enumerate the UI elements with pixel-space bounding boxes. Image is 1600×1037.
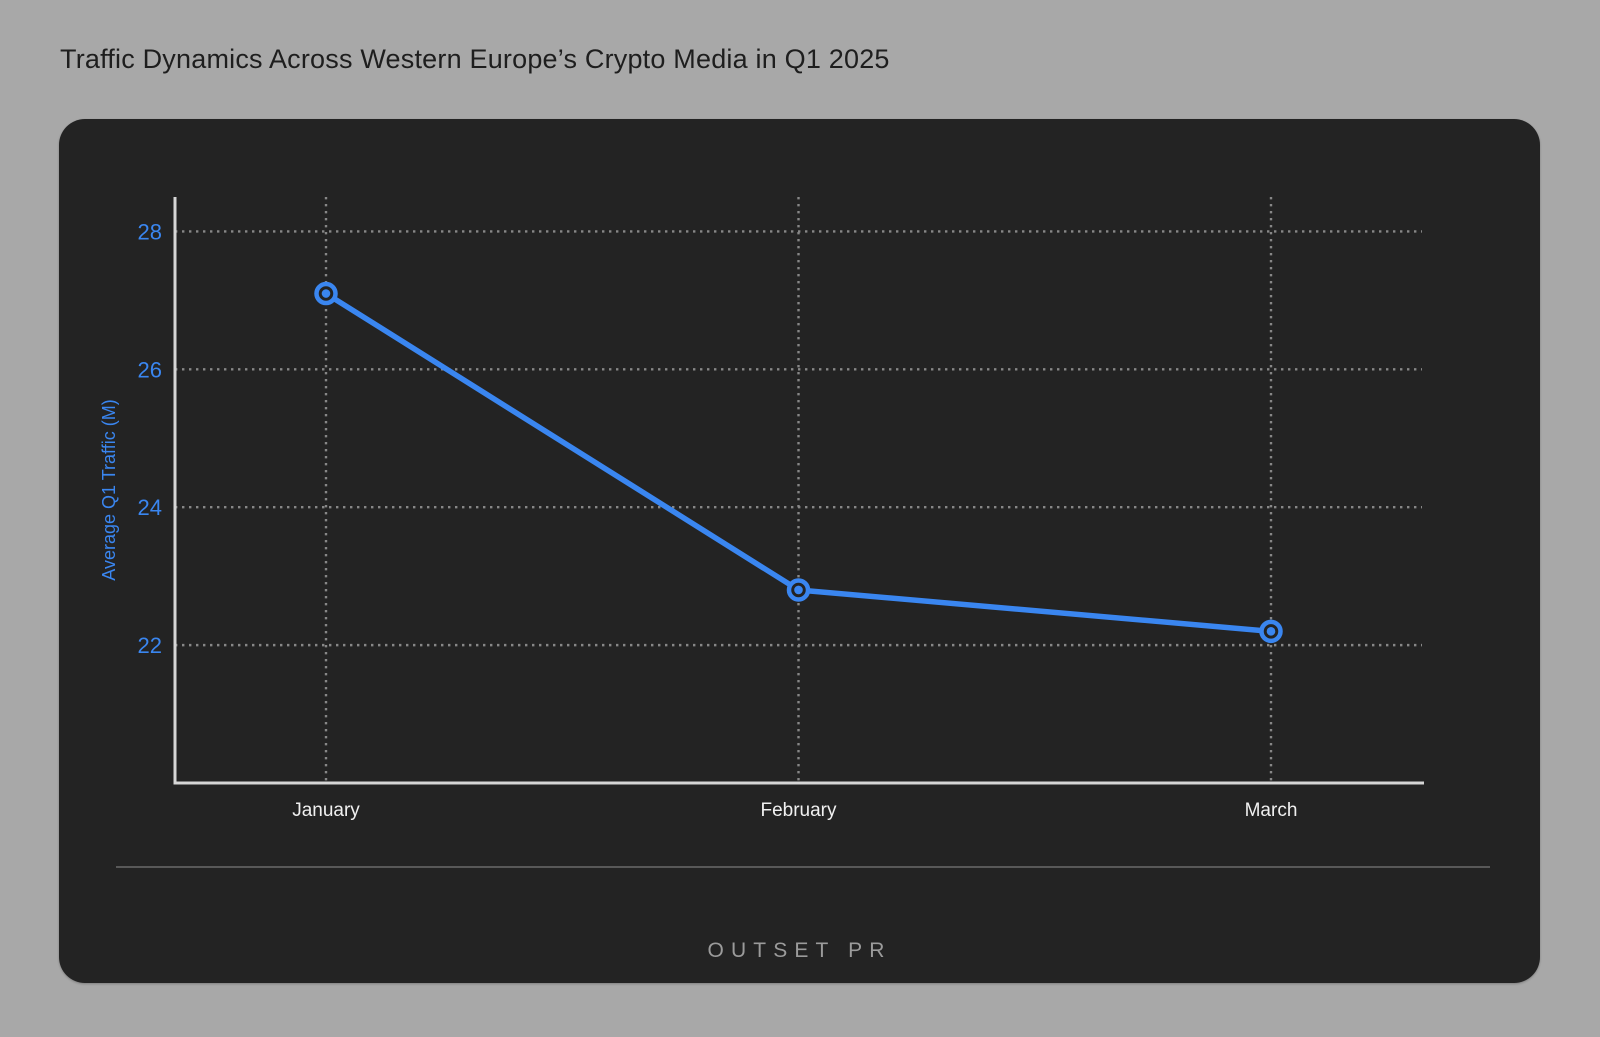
data-point-core <box>1266 627 1276 636</box>
outset-pr-logo: OUTSET PR <box>707 939 892 962</box>
data-point-core <box>794 585 803 595</box>
x-category-label: February <box>760 800 837 821</box>
footer-divider <box>116 866 1490 868</box>
x-category-label: March <box>1245 800 1298 821</box>
x-category-label: January <box>292 800 360 821</box>
y-tick-label: 26 <box>138 357 162 382</box>
y-tick-label: 22 <box>138 633 162 658</box>
y-axis-title: Average Q1 Traffic (M) <box>99 399 119 580</box>
chart-card: 22 24 26 28 January February March Average Q1 T… <box>59 119 1540 983</box>
y-tick-label: 28 <box>138 219 162 244</box>
y-tick-label: 24 <box>138 495 162 520</box>
page-title: Traffic Dynamics Across Western Europe’s… <box>60 44 890 74</box>
data-point-core <box>321 289 331 298</box>
line-chart: 22 24 26 28 January February March Average Q1 T… <box>99 197 1424 821</box>
